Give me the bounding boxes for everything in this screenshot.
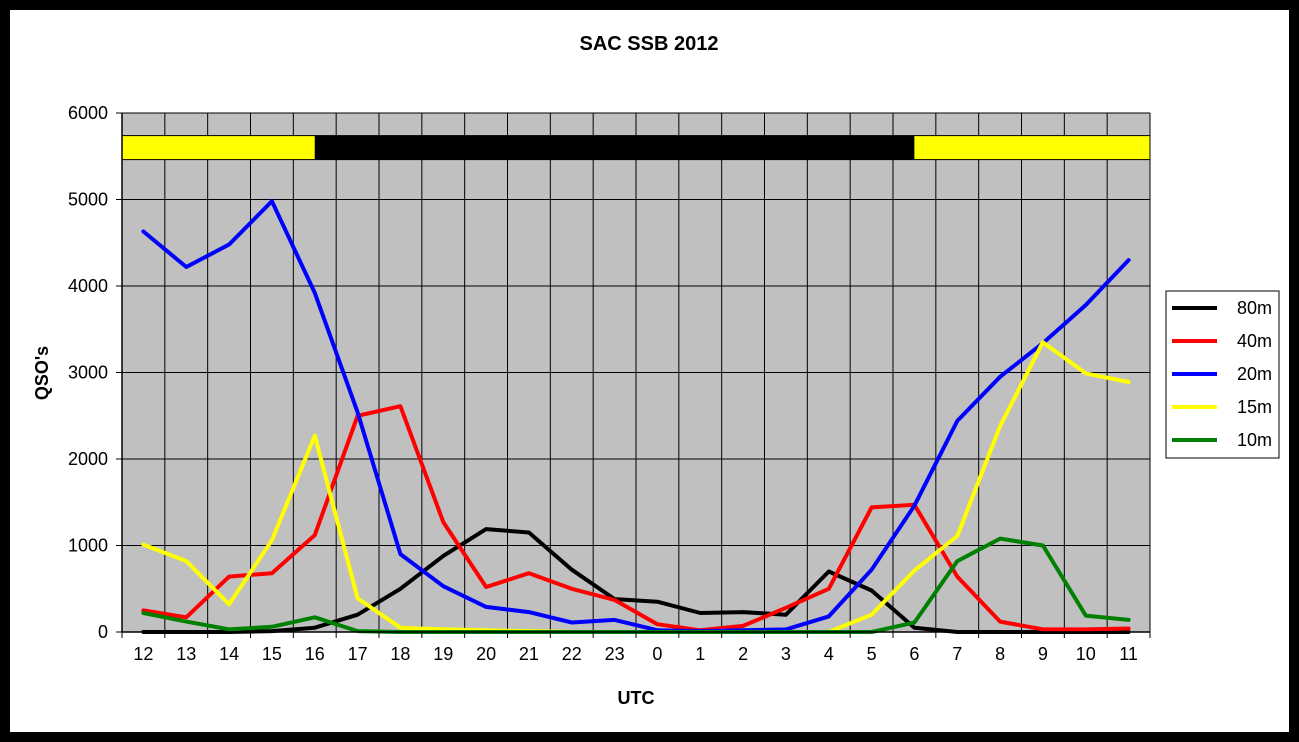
x-tick-label: 1 — [695, 644, 705, 664]
x-tick-label: 14 — [219, 644, 239, 664]
x-tick-label: 7 — [952, 644, 962, 664]
x-tick-labels: 12 13 14 15 16 17 18 19 20 21 22 23 0 1 2 3 4 5 6 7 8 9 10 11 — [133, 644, 1138, 664]
series-line-40m — [141, 404, 1131, 633]
legend-label-15m: 15m — [1237, 397, 1272, 417]
x-tick-label: 20 — [476, 644, 496, 664]
legend-label-80m: 80m — [1237, 298, 1272, 318]
y-tick-label: 3000 — [68, 363, 108, 383]
x-axis-label: UTC — [618, 688, 655, 708]
x-tick-label: 9 — [1038, 644, 1048, 664]
chart-title: SAC SSB 2012 — [580, 33, 719, 55]
x-tick-label: 18 — [390, 644, 410, 664]
daylight-bar-day — [122, 135, 315, 160]
daylight-bar-night — [314, 135, 915, 160]
x-tick-label: 22 — [562, 644, 582, 664]
y-tick-label: 4000 — [68, 276, 108, 296]
y-tick-label: 1000 — [68, 536, 108, 556]
x-tick-label: 11 — [1119, 644, 1138, 664]
legend-label-20m: 20m — [1237, 364, 1272, 384]
legend-label-10m: 10m — [1237, 430, 1272, 450]
x-tick-label: 3 — [781, 644, 791, 664]
legend-label-40m: 40m — [1237, 331, 1272, 351]
x-tick-label: 12 — [133, 644, 153, 664]
x-tick-label: 15 — [262, 644, 282, 664]
y-tick-labels: 0 1000 2000 3000 4000 5000 6000 — [68, 103, 108, 642]
chart-frame: SAC SSB 2012 0 1000 2000 3000 4000 5000 6000 1… — [10, 10, 1289, 732]
x-tick-label: 17 — [348, 644, 368, 664]
x-tick-label: 4 — [824, 644, 834, 664]
axes — [116, 112, 1151, 638]
x-tick-label: 21 — [519, 644, 539, 664]
x-tick-label: 2 — [738, 644, 748, 664]
x-tick-label: 5 — [867, 644, 877, 664]
daylight-bar — [121, 135, 1151, 161]
y-tick-label: 2000 — [68, 449, 108, 469]
y-tick-label: 6000 — [68, 103, 108, 123]
x-tick-label: 10 — [1076, 644, 1096, 664]
legend: 80m 40m 20m 15m 10m — [1165, 290, 1280, 459]
x-tick-label: 8 — [995, 644, 1005, 664]
daylight-bar-day — [914, 135, 1150, 160]
chart-svg: SAC SSB 2012 0 1000 2000 3000 4000 5000 6000 1… — [32, 33, 1280, 708]
x-tick-label: 6 — [909, 644, 919, 664]
x-tick-label: 19 — [433, 644, 453, 664]
y-tick-label: 0 — [98, 622, 108, 642]
x-tick-label: 0 — [652, 644, 662, 664]
x-tick-label: 16 — [305, 644, 325, 664]
y-axis-label: QSO's — [32, 346, 52, 400]
series-line-20m — [141, 199, 1131, 634]
x-tick-label: 13 — [176, 644, 196, 664]
x-tick-label: 23 — [605, 644, 625, 664]
y-tick-label: 5000 — [68, 190, 108, 210]
